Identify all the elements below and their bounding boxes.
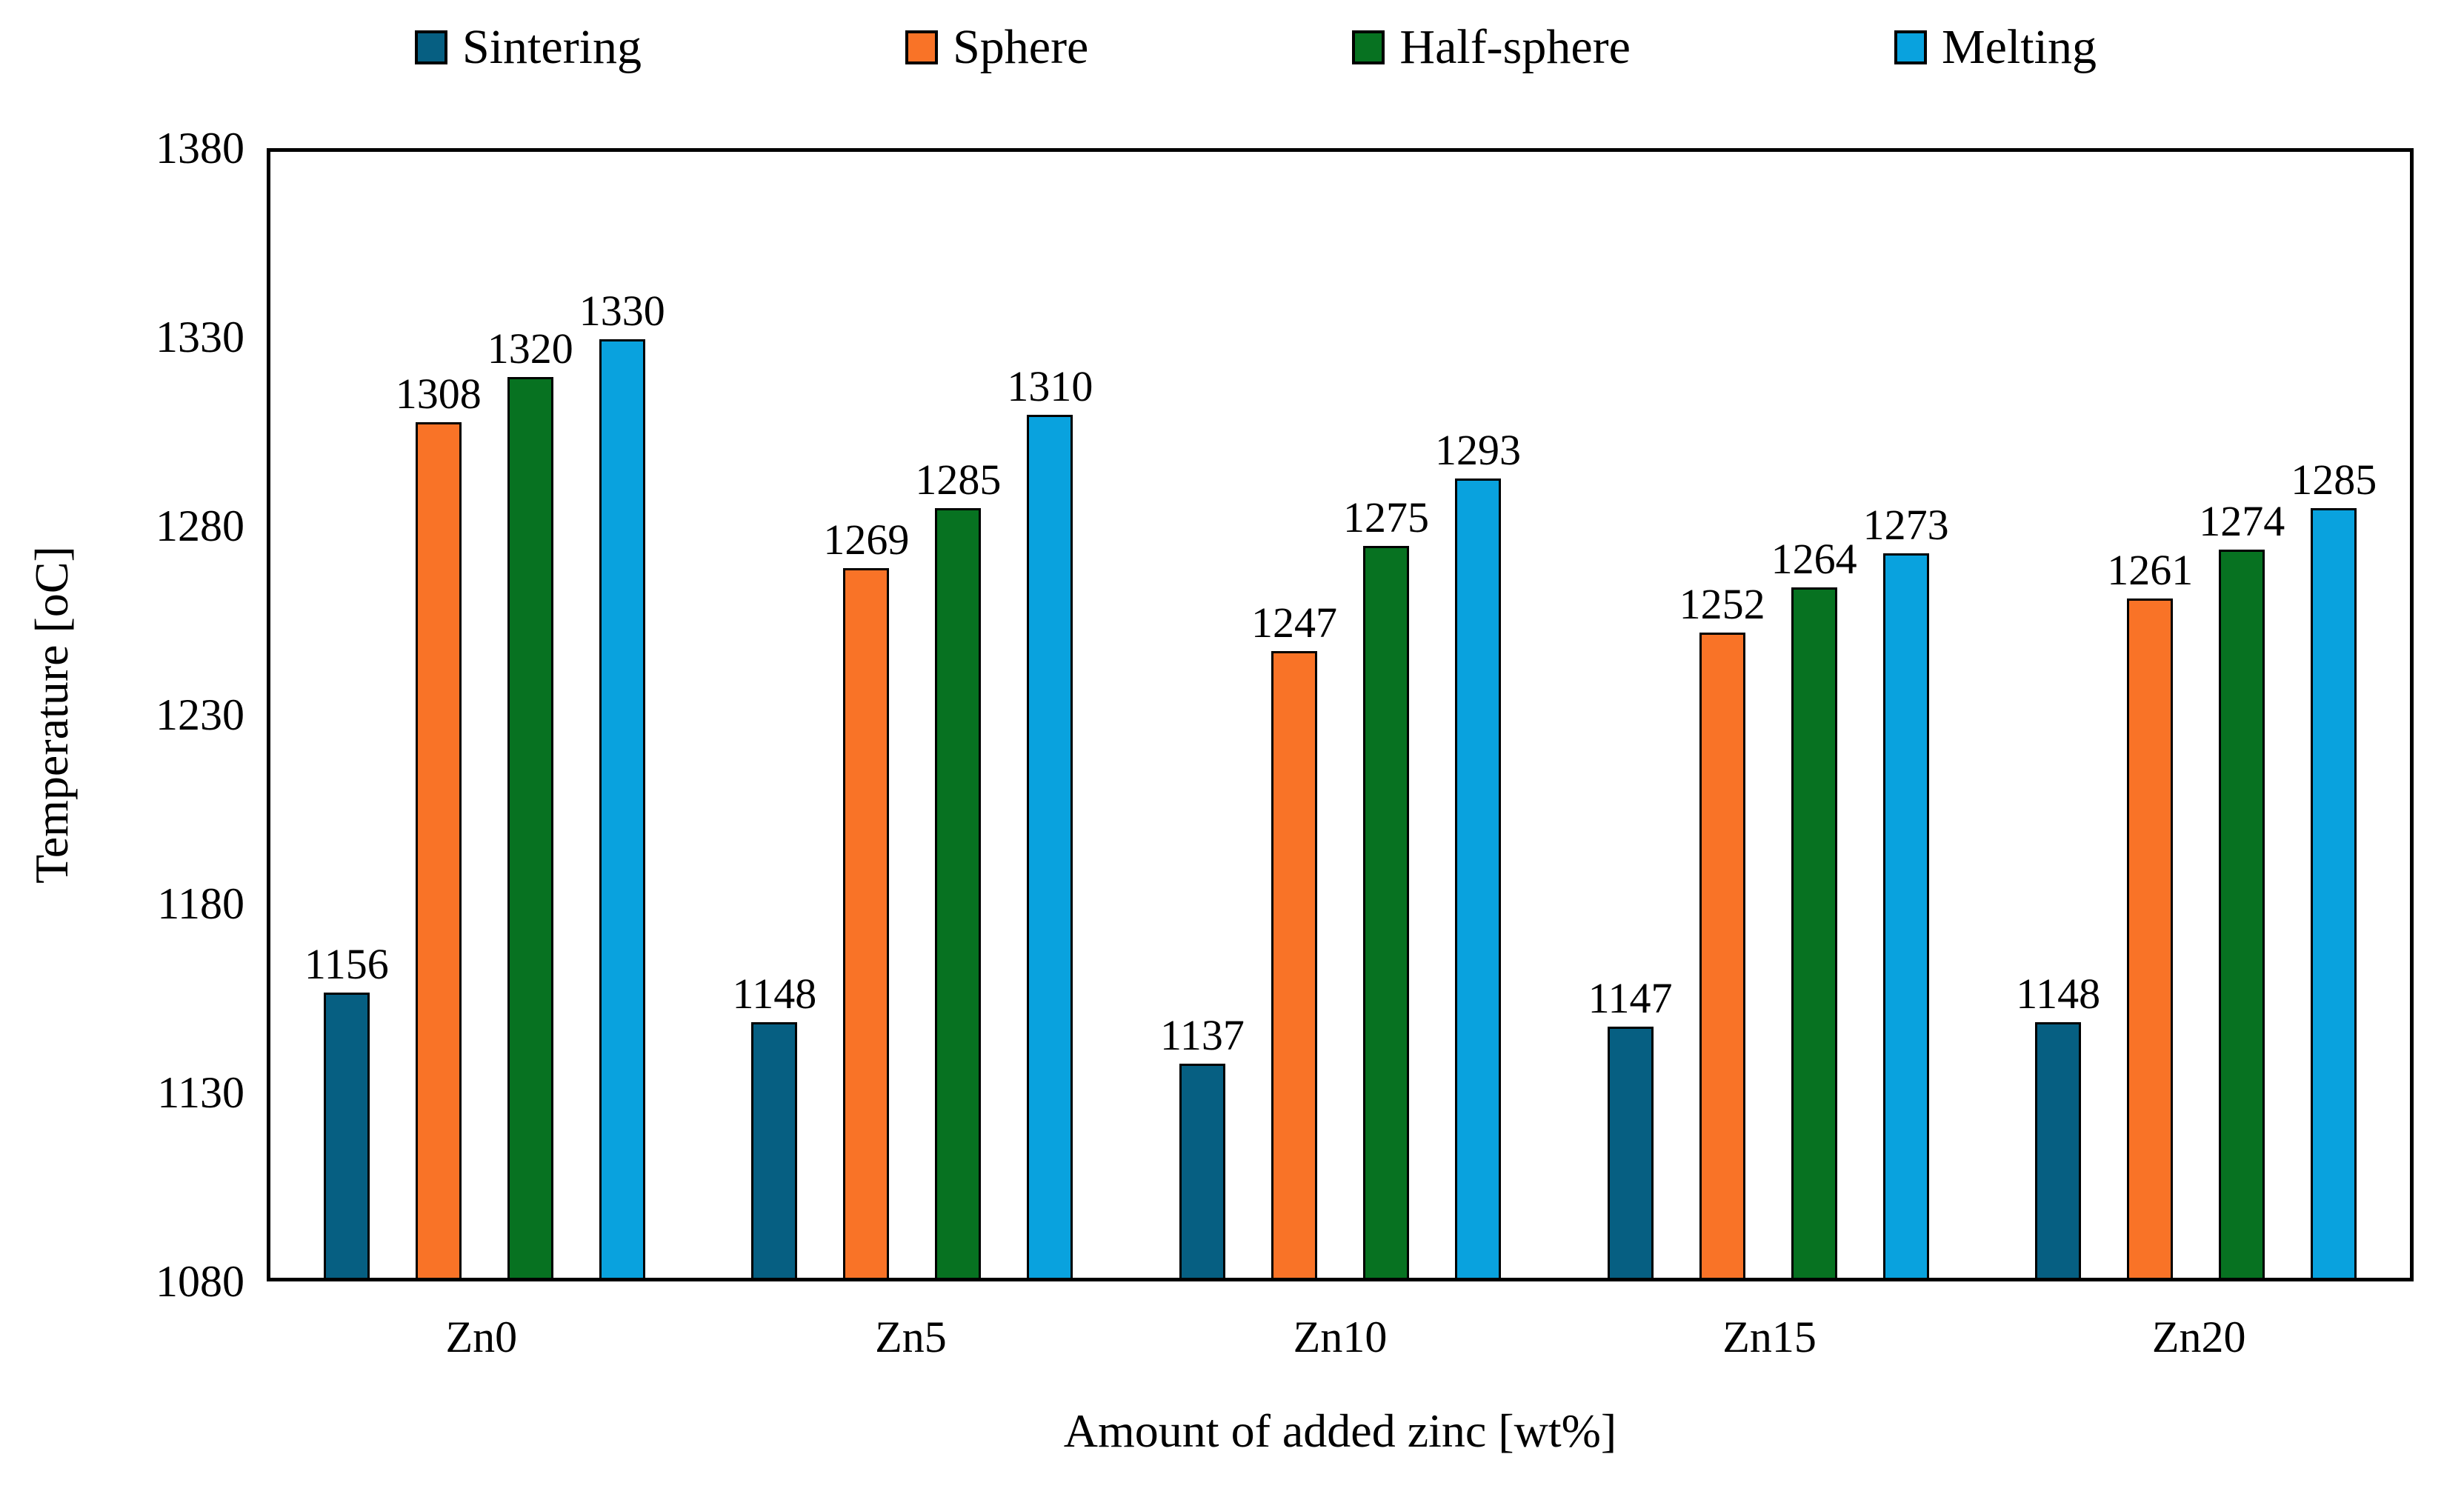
x-axis-title: Amount of added zinc [wt%] [1063, 1404, 1617, 1457]
bar-value-label: 1285 [2291, 456, 2377, 504]
bar-value-label: 1252 [1679, 579, 1765, 628]
bar-sintering-Zn0: 1156 [304, 942, 389, 1278]
bar-value-label: 1148 [2016, 970, 2101, 1018]
y-tick-label: 1380 [156, 124, 244, 173]
bar-group-Zn0: 1156 1308 1320 1330 [270, 152, 699, 1278]
bar-value-label: 1293 [1434, 425, 1521, 474]
bar-half-sphere-Zn10: 1275 [1343, 496, 1429, 1278]
bar-group-Zn10: 1137 1247 1275 1293 [1126, 152, 1554, 1278]
bar-sphere-Zn20: 1261 [2107, 548, 2193, 1278]
bar-value-label: 1261 [2107, 545, 2194, 594]
legend-item: Sintering [415, 23, 642, 72]
bar-half-sphere-Zn0: 1320 [487, 327, 573, 1278]
y-tick-label: 1330 [156, 313, 244, 361]
legend-swatch [1352, 30, 1385, 64]
legend-label: Melting [1941, 20, 2097, 74]
bar-value-label: 1273 [1862, 501, 1949, 550]
bar-value-label: 1137 [1160, 1011, 1245, 1060]
bar-sphere-Zn10: 1247 [1251, 601, 1337, 1278]
bar-melting-Zn0: 1330 [579, 290, 665, 1278]
x-tick-label-Zn0: Zn0 [445, 1313, 518, 1361]
bar-value-label: 1156 [304, 939, 389, 988]
legend-item: Melting [1894, 23, 2097, 72]
bar-group-Zn5: 1148 1269 1285 1310 [699, 152, 1127, 1278]
bar-half-sphere-Zn5: 1285 [915, 459, 1001, 1278]
legend-label: Half-sphere [1399, 20, 1631, 74]
bar-group-Zn20: 1148 1261 1274 1285 [1982, 152, 2410, 1278]
bar-value-label: 1148 [732, 970, 817, 1018]
bar-sintering-Zn15: 1147 [1588, 976, 1673, 1278]
y-tick-label: 1280 [156, 501, 244, 550]
y-axis-tick-labels: 1380 1330 1280 1230 1180 1130 1080 [0, 126, 244, 1304]
y-tick-label: 1080 [156, 1257, 244, 1306]
bar-value-label: 1285 [915, 456, 1002, 504]
legend-item: Sphere [905, 23, 1088, 72]
bar-value-label: 1147 [1588, 973, 1673, 1022]
bar-value-label: 1247 [1251, 598, 1337, 647]
y-tick-label: 1130 [157, 1068, 244, 1117]
bar-sphere-Zn15: 1252 [1679, 582, 1765, 1278]
bar-value-label: 1269 [823, 516, 910, 564]
bar-group-Zn15: 1147 1252 1264 1273 [1554, 152, 1982, 1278]
bar-value-label: 1320 [487, 324, 573, 373]
y-tick-label: 1180 [157, 879, 244, 928]
bar-melting-Zn20: 1285 [2291, 459, 2377, 1278]
x-axis-tick-labels: Zn0 Zn5 Zn10 Zn15 Zn20 [267, 1315, 2414, 1374]
bar-value-label: 1330 [579, 287, 665, 336]
legend-label: Sintering [462, 20, 642, 74]
bar-value-label: 1310 [1007, 361, 1093, 410]
legend-label: Sphere [953, 20, 1089, 74]
bar-sphere-Zn5: 1269 [823, 519, 909, 1278]
bar-melting-Zn10: 1293 [1435, 428, 1521, 1278]
bar-value-label: 1308 [395, 369, 482, 418]
legend-swatch [905, 30, 939, 64]
bar-sintering-Zn5: 1148 [732, 973, 816, 1278]
x-tick-label-Zn5: Zn5 [875, 1313, 947, 1361]
bar-half-sphere-Zn15: 1264 [1771, 537, 1857, 1278]
bar-half-sphere-Zn20: 1274 [2199, 500, 2285, 1278]
legend-item: Half-sphere [1352, 23, 1631, 72]
bar-value-label: 1274 [2199, 497, 2285, 546]
bar-sphere-Zn0: 1308 [396, 372, 482, 1278]
x-tick-label-Zn20: Zn20 [2151, 1313, 2246, 1361]
legend-swatch [1894, 30, 1927, 64]
bar-sintering-Zn20: 1148 [2016, 973, 2100, 1278]
bar-melting-Zn15: 1273 [1863, 504, 1949, 1278]
y-tick-label: 1230 [156, 690, 244, 739]
x-tick-label-Zn10: Zn10 [1293, 1313, 1388, 1361]
bar-sintering-Zn10: 1137 [1160, 1014, 1245, 1278]
bar-value-label: 1275 [1342, 493, 1429, 541]
legend: Sintering Sphere Half-sphere Melting [415, 10, 2097, 84]
legend-swatch [415, 30, 447, 64]
x-tick-label-Zn15: Zn15 [1722, 1313, 1817, 1361]
plot-area: 1156 1308 1320 1330 1148 1269 1285 1310 1137 1247… [267, 148, 2414, 1281]
bar-value-label: 1264 [1771, 534, 1857, 583]
bar-melting-Zn5: 1310 [1007, 364, 1093, 1278]
